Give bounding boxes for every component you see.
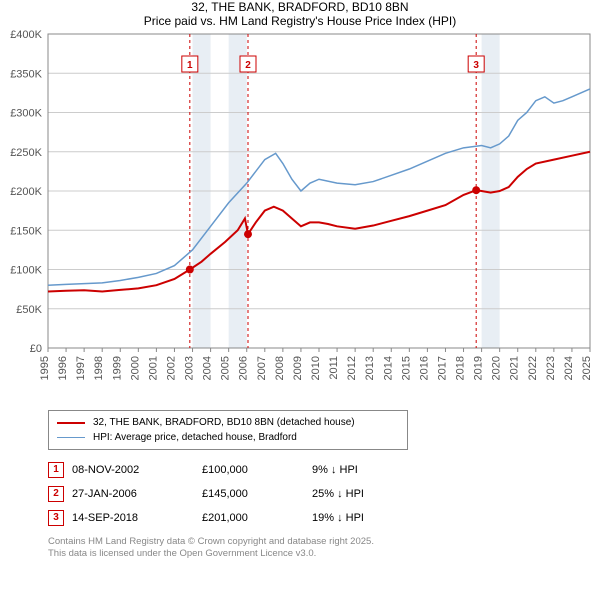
legend-swatch bbox=[57, 422, 85, 424]
header: 32, THE BANK, BRADFORD, BD10 8BN Price p… bbox=[0, 0, 600, 28]
x-tick-label: 2003 bbox=[184, 356, 196, 380]
x-tick-label: 2024 bbox=[563, 356, 575, 380]
sale-marker-number: 3 bbox=[473, 60, 479, 71]
x-tick-label: 1999 bbox=[111, 356, 123, 380]
cell-date: 14-SEP-2018 bbox=[72, 506, 202, 530]
legend-swatch bbox=[57, 437, 85, 438]
sale-marker-number: 2 bbox=[245, 60, 251, 71]
x-tick-label: 2014 bbox=[382, 356, 394, 380]
y-tick-label: £0 bbox=[30, 343, 42, 355]
x-tick-label: 2017 bbox=[436, 356, 448, 380]
credits-line-1: Contains HM Land Registry data © Crown c… bbox=[48, 536, 600, 548]
cell-delta: 19% ↓ HPI bbox=[312, 506, 372, 530]
chart: £0 £50K £100K £150K £200K £250K £300K £350K £400… bbox=[0, 28, 600, 408]
x-tick-label: 2019 bbox=[473, 356, 485, 380]
cell-marker: 1 bbox=[48, 458, 72, 482]
y-tick-label: £350K bbox=[10, 68, 42, 80]
cell-price: £201,000 bbox=[202, 506, 312, 530]
y-tick-label: £200K bbox=[10, 186, 42, 198]
y-tick-label: £250K bbox=[10, 147, 42, 159]
x-tick-label: 2023 bbox=[545, 356, 557, 380]
x-tick-label: 2010 bbox=[310, 356, 322, 380]
table-row: 3 14-SEP-2018£201,00019% ↓ HPI bbox=[48, 506, 372, 530]
x-tick-label: 2002 bbox=[165, 356, 177, 380]
sale-marker-number: 1 bbox=[187, 60, 193, 71]
x-tick-label: 2020 bbox=[491, 356, 503, 380]
x-tick-label: 2016 bbox=[418, 356, 430, 380]
legend-label: 32, THE BANK, BRADFORD, BD10 8BN (detach… bbox=[93, 415, 355, 430]
x-tick-label: 2001 bbox=[147, 356, 159, 380]
y-tick-label: £50K bbox=[16, 304, 42, 316]
y-tick-label: £150K bbox=[10, 225, 42, 237]
cell-price: £145,000 bbox=[202, 482, 312, 506]
cell-marker: 2 bbox=[48, 482, 72, 506]
credits: Contains HM Land Registry data © Crown c… bbox=[48, 536, 600, 561]
legend-item: HPI: Average price, detached house, Brad… bbox=[57, 430, 399, 445]
legend-label: HPI: Average price, detached house, Brad… bbox=[93, 430, 297, 445]
table-row: 1 08-NOV-2002£100,0009% ↓ HPI bbox=[48, 458, 372, 482]
series-price_paid bbox=[48, 152, 590, 292]
x-tick-label: 2009 bbox=[292, 356, 304, 380]
x-tick-label: 2007 bbox=[256, 356, 268, 380]
x-tick-label: 2011 bbox=[328, 356, 340, 380]
x-tick-label: 2004 bbox=[202, 356, 214, 380]
x-tick-label: 2021 bbox=[509, 356, 521, 380]
x-tick-label: 2013 bbox=[364, 356, 376, 380]
x-tick-label: 2015 bbox=[400, 356, 412, 380]
legend-item: 32, THE BANK, BRADFORD, BD10 8BN (detach… bbox=[57, 415, 399, 430]
x-tick-label: 1998 bbox=[93, 356, 105, 380]
x-tick-label: 2000 bbox=[129, 356, 141, 380]
cell-price: £100,000 bbox=[202, 458, 312, 482]
title-line-2: Price paid vs. HM Land Registry's House … bbox=[0, 14, 600, 28]
x-tick-label: 2005 bbox=[220, 356, 232, 380]
legend: 32, THE BANK, BRADFORD, BD10 8BN (detach… bbox=[48, 410, 408, 450]
cell-date: 27-JAN-2006 bbox=[72, 482, 202, 506]
table-row: 2 27-JAN-2006£145,00025% ↓ HPI bbox=[48, 482, 372, 506]
x-tick-label: 2018 bbox=[455, 356, 467, 380]
x-tick-label: 2008 bbox=[274, 356, 286, 380]
x-tick-label: 2006 bbox=[238, 356, 250, 380]
x-tick-label: 2012 bbox=[346, 356, 358, 380]
marker-badge: 1 bbox=[48, 462, 64, 478]
cell-delta: 9% ↓ HPI bbox=[312, 458, 372, 482]
y-tick-label: £300K bbox=[10, 108, 42, 120]
x-tick-label: 1997 bbox=[75, 356, 87, 380]
marker-badge: 2 bbox=[48, 486, 64, 502]
credits-line-2: This data is licensed under the Open Gov… bbox=[48, 548, 600, 560]
chart-svg: £0 £50K £100K £150K £200K £250K £300K £350K £400… bbox=[0, 28, 600, 408]
series-dot bbox=[244, 230, 252, 238]
title-line-1: 32, THE BANK, BRADFORD, BD10 8BN bbox=[0, 0, 600, 14]
cell-delta: 25% ↓ HPI bbox=[312, 482, 372, 506]
x-tick-label: 1995 bbox=[39, 356, 51, 380]
cell-date: 08-NOV-2002 bbox=[72, 458, 202, 482]
cell-marker: 3 bbox=[48, 506, 72, 530]
series-dot bbox=[472, 186, 480, 194]
y-tick-label: £400K bbox=[10, 29, 42, 41]
x-tick-label: 1996 bbox=[57, 356, 69, 380]
y-tick-label: £100K bbox=[10, 265, 42, 277]
series-dot bbox=[186, 266, 194, 274]
x-tick-label: 2022 bbox=[527, 356, 539, 380]
sale-markers-table: 1 08-NOV-2002£100,0009% ↓ HPI 2 27-JAN-2006… bbox=[48, 458, 372, 530]
marker-badge: 3 bbox=[48, 510, 64, 526]
x-tick-label: 2025 bbox=[581, 356, 593, 380]
